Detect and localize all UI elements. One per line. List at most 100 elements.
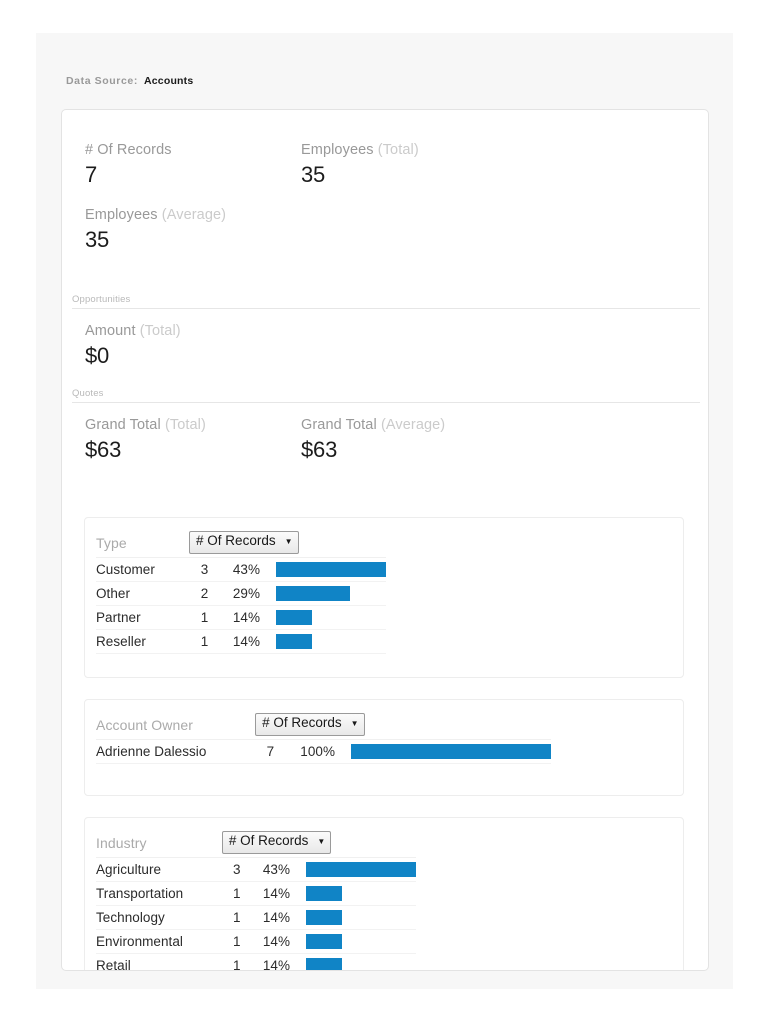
- table-row[interactable]: Partner 1 14%: [96, 605, 386, 630]
- grouping-metric-cell: # Of Records ▼: [221, 829, 416, 858]
- grouping-header-row: Industry # Of Records ▼: [96, 829, 416, 858]
- kpi-employees-total[interactable]: Employees (Total) 35: [301, 142, 419, 189]
- row-bar-cell: [274, 629, 386, 654]
- metric-select-value: # Of Records: [196, 533, 276, 549]
- kpi-employees-average[interactable]: Employees (Average) 35: [85, 207, 226, 254]
- bar-fill: [276, 609, 313, 625]
- table-row[interactable]: Environmental 1 14%: [96, 929, 416, 954]
- kpi-label: Grand Total (Total): [85, 417, 206, 433]
- data-source-value[interactable]: Accounts: [143, 75, 194, 87]
- metric-select-industry[interactable]: # Of Records ▼: [221, 831, 332, 855]
- row-percent: 14%: [219, 629, 274, 654]
- bar-track: [306, 858, 416, 881]
- kpi-grand-total-total[interactable]: Grand Total (Total) $63: [85, 417, 206, 464]
- spacer-cell: [96, 763, 551, 773]
- section-title: Opportunities: [72, 294, 131, 305]
- bar-track: [276, 630, 386, 653]
- grouping-table: Type # Of Records ▼ Customer 3 43%: [96, 529, 386, 663]
- spacer-cell: [96, 653, 386, 663]
- row-bar-cell: [304, 881, 416, 906]
- kpi-label: Employees (Average): [85, 207, 227, 223]
- kpi-value: $63: [85, 437, 122, 462]
- grouping-dimension-label: Account Owner: [96, 711, 256, 740]
- grouping-card-industry: Industry # Of Records ▼ Agriculture 3 43%: [84, 817, 684, 970]
- table-row[interactable]: Retail 1 14%: [96, 953, 416, 970]
- chevron-down-icon: ▼: [284, 536, 293, 546]
- grouping-card-type: Type # Of Records ▼ Customer 3 43%: [84, 517, 684, 678]
- report-frame: Data Source: Accounts # Of Records 7 Empl…: [36, 33, 733, 989]
- row-bar-cell: [274, 557, 386, 582]
- bar-track: [276, 558, 386, 581]
- row-bar-cell: [274, 581, 386, 606]
- row-label: Environmental: [96, 929, 222, 954]
- row-label: Transportation: [96, 881, 222, 906]
- bar-fill: [306, 957, 343, 970]
- table-row[interactable]: Transportation 1 14%: [96, 881, 416, 906]
- row-percent: 14%: [251, 881, 304, 906]
- table-row[interactable]: Reseller 1 14%: [96, 629, 386, 654]
- row-percent: 29%: [219, 581, 274, 606]
- bar-track: [306, 906, 416, 929]
- row-label: Reseller: [96, 629, 190, 654]
- row-label: Partner: [96, 605, 190, 630]
- grouping-metric-cell: # Of Records ▼: [255, 711, 551, 740]
- chevron-down-icon: ▼: [317, 836, 326, 846]
- table-row[interactable]: Other 2 29%: [96, 581, 386, 606]
- kpi-value: 35: [301, 162, 326, 187]
- metric-select-type[interactable]: # Of Records ▼: [189, 531, 299, 555]
- row-bar-cell: [304, 929, 416, 954]
- bar-track: [276, 606, 386, 629]
- kpi-grand-total-average[interactable]: Grand Total (Average) $63: [301, 417, 445, 464]
- row-percent: 43%: [251, 857, 304, 882]
- row-count: 1: [221, 905, 252, 930]
- bar-track: [306, 930, 416, 953]
- bar-fill: [306, 861, 416, 877]
- row-count: 1: [189, 629, 220, 654]
- bar-fill: [276, 585, 350, 601]
- row-bar-cell: [274, 605, 386, 630]
- bar-track: [306, 954, 416, 970]
- bar-track: [306, 882, 416, 905]
- kpi-amount-total[interactable]: Amount (Total) $0: [85, 323, 181, 370]
- row-percent: 14%: [251, 953, 304, 970]
- data-source-bar: Data Source: Accounts: [66, 75, 193, 87]
- row-percent: 14%: [251, 929, 304, 954]
- row-count: 2: [189, 581, 220, 606]
- row-count: 7: [255, 739, 286, 764]
- bar-fill: [351, 743, 551, 759]
- row-percent: 43%: [219, 557, 274, 582]
- row-bar-cell: [304, 905, 416, 930]
- kpi-value: 7: [85, 162, 98, 187]
- section-quotes: Quotes: [72, 388, 700, 403]
- table-row[interactable]: Agriculture 3 43%: [96, 857, 416, 882]
- row-count: 1: [189, 605, 220, 630]
- bar-fill: [306, 885, 343, 901]
- row-count: 3: [221, 857, 252, 882]
- table-row[interactable]: Customer 3 43%: [96, 557, 386, 582]
- table-row[interactable]: Technology 1 14%: [96, 905, 416, 930]
- metric-select-value: # Of Records: [262, 715, 342, 731]
- grouping-dimension-label: Industry: [96, 829, 222, 858]
- bar-fill: [276, 561, 386, 577]
- row-count: 1: [221, 929, 252, 954]
- row-count: 1: [221, 881, 252, 906]
- grouping-metric-cell: # Of Records ▼: [189, 529, 386, 558]
- kpi-label: Amount (Total): [85, 323, 181, 339]
- table-row[interactable]: Adrienne Dalessio 7 100%: [96, 739, 551, 764]
- grouping-table: Industry # Of Records ▼ Agriculture 3 43%: [96, 829, 416, 970]
- chevron-down-icon: ▼: [350, 718, 359, 728]
- grouping-dimension-label: Type: [96, 529, 190, 558]
- bar-fill: [276, 633, 313, 649]
- metric-select-account-owner[interactable]: # Of Records ▼: [255, 713, 365, 737]
- row-label: Other: [96, 581, 190, 606]
- grouping-card-account-owner: Account Owner # Of Records ▼ Adrienne Dal…: [84, 699, 684, 796]
- row-bar-cell: [349, 739, 551, 764]
- table-footer-spacer: [96, 763, 551, 773]
- data-source-label: Data Source:: [66, 75, 138, 87]
- kpi-label: Employees (Total): [301, 142, 419, 158]
- grouping-header-row: Type # Of Records ▼: [96, 529, 386, 558]
- kpi-records[interactable]: # Of Records 7: [85, 142, 172, 189]
- row-count: 3: [189, 557, 220, 582]
- kpi-value: 35: [85, 227, 110, 252]
- bar-track: [351, 740, 551, 763]
